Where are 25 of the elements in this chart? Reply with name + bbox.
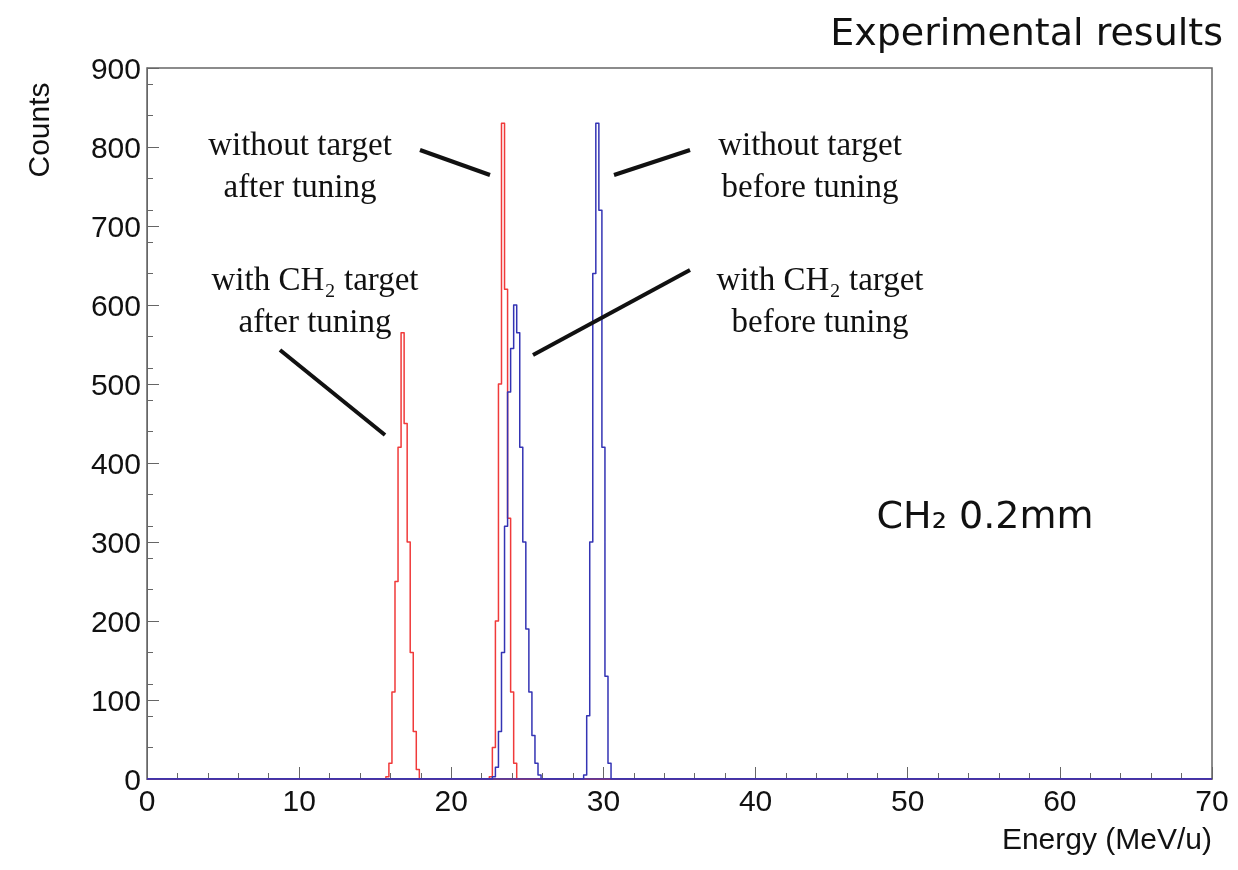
y-tick-label: 800 xyxy=(90,130,141,164)
x-tick-label: 20 xyxy=(434,783,468,817)
y-tick-label: 900 xyxy=(90,51,141,85)
x-tick-label: 50 xyxy=(891,783,925,817)
annotation: without target before tuning xyxy=(718,126,902,204)
y-axis-title: Counts xyxy=(21,82,55,178)
chart-title: Experimental results xyxy=(830,10,1224,54)
y-tick-label: 300 xyxy=(90,525,141,559)
x-tick-label: 60 xyxy=(1043,783,1077,817)
y-tick-label: 400 xyxy=(90,446,141,480)
x-tick-label: 40 xyxy=(738,783,773,817)
x-tick-label: 10 xyxy=(282,783,316,817)
x-axis-title: Energy (MeV/u) xyxy=(1001,821,1212,855)
y-tick-label: 0 xyxy=(124,762,141,796)
y-tick-label: 200 xyxy=(90,604,141,638)
y-tick-label: 700 xyxy=(90,209,141,243)
y-tick-label: 100 xyxy=(90,683,141,717)
x-tick-label: 30 xyxy=(586,783,621,817)
annotation: with CH₂ target before tuning xyxy=(716,261,924,339)
annotation: CH₂ 0.2mm xyxy=(876,493,1094,537)
x-tick-label: 70 xyxy=(1195,783,1229,817)
y-tick-label: 600 xyxy=(90,288,141,322)
annotation: with CH₂ target after tuning xyxy=(211,261,419,339)
annotation: without target after tuning xyxy=(208,126,392,204)
y-tick-label: 500 xyxy=(90,367,141,401)
